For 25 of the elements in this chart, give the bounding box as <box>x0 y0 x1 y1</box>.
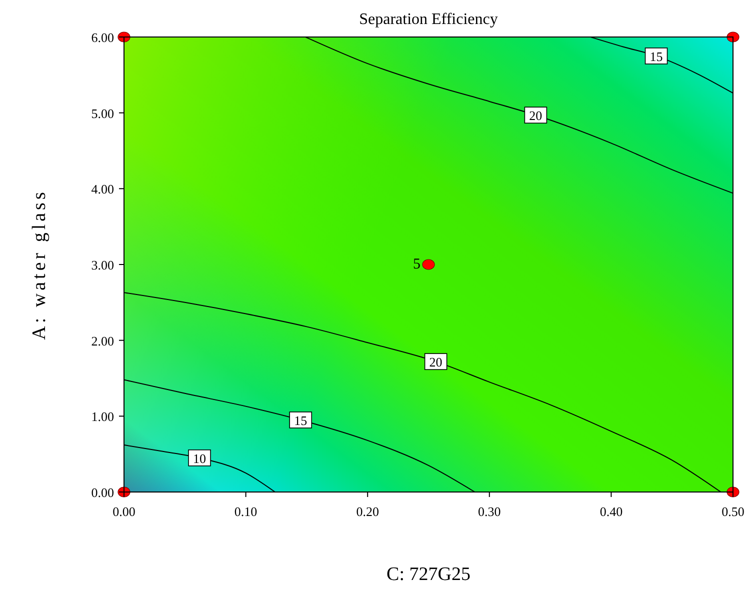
y-tick-label: 5.00 <box>91 106 114 121</box>
series-label: 20 <box>429 354 442 370</box>
chart-title: Separation Efficiency <box>359 11 498 28</box>
x-tick-label: 0.20 <box>356 504 379 519</box>
point <box>726 486 740 498</box>
y-tick-label: 1.00 <box>91 409 114 424</box>
y-tick-label: 6.00 <box>91 30 114 45</box>
y-axis-title: A: water glass <box>29 189 50 340</box>
x-tick-label: 0.10 <box>234 504 258 519</box>
series-label: 10 <box>193 450 206 466</box>
y-tick-label: 3.00 <box>91 258 114 272</box>
series-label: 20 <box>529 108 542 124</box>
point <box>726 32 740 42</box>
x-tick-label: 0.50 <box>722 504 744 519</box>
annotation: 5 <box>413 256 420 272</box>
x-tick-label: 0.00 <box>112 504 136 519</box>
series-label: 15 <box>294 412 308 428</box>
x-axis-title: C: 727G25 <box>386 564 470 585</box>
x-tick-label: 0.30 <box>478 504 501 519</box>
y-tick-label: 4.00 <box>91 182 114 197</box>
y-tick-label: 2.00 <box>91 333 114 348</box>
y-tick-label: 0.00 <box>91 485 114 500</box>
point <box>422 259 435 270</box>
series-label: 15 <box>650 48 663 64</box>
x-tick-label: 0.40 <box>600 504 623 519</box>
